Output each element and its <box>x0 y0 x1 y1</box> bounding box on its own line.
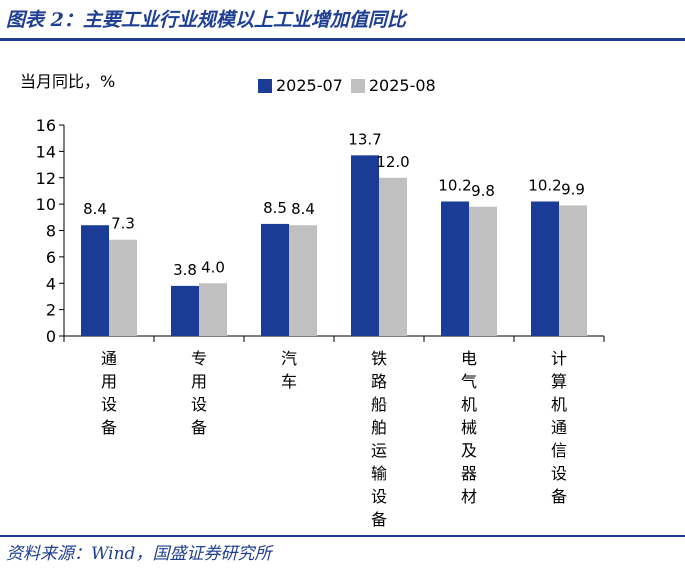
bar-series-1 <box>531 201 559 336</box>
y-tick-label: 12 <box>36 169 56 188</box>
y-tick-label: 14 <box>36 142 56 161</box>
y-tick-label: 10 <box>36 195 56 214</box>
title-divider <box>0 38 685 41</box>
x-category-label: 计算机通信设备 <box>551 349 567 506</box>
source-divider <box>0 535 685 537</box>
chart-legend: 2025-07 2025-08 <box>258 76 444 95</box>
legend-swatch-series-2 <box>350 78 365 93</box>
x-category-label: 电气机械及器材 <box>461 349 477 506</box>
y-axis-unit-label: 当月同比，% <box>20 72 116 91</box>
legend-swatch-series-1 <box>258 78 272 93</box>
bar-series-2 <box>199 283 227 336</box>
y-tick-label: 8 <box>46 222 56 241</box>
data-label-series-1: 3.8 <box>173 261 197 279</box>
bar-series-2 <box>109 239 137 336</box>
y-tick-label: 2 <box>46 301 56 320</box>
bar-series-1 <box>351 155 379 336</box>
y-tick-label: 16 <box>36 116 56 135</box>
x-category-label: 专用设备 <box>191 349 207 437</box>
data-label-series-2: 4.0 <box>201 258 225 276</box>
data-label-series-2: 12.0 <box>376 153 409 171</box>
data-label-series-1: 13.7 <box>348 130 381 148</box>
y-tick-label: 0 <box>46 327 56 346</box>
bar-series-1 <box>261 223 289 336</box>
legend-item-series-2: 2025-08 <box>350 76 436 95</box>
data-label-series-2: 9.8 <box>471 182 495 200</box>
bar-series-2 <box>469 206 497 336</box>
y-tick-label: 6 <box>46 248 56 267</box>
data-label-series-1: 8.5 <box>263 199 287 217</box>
bar-series-2 <box>289 225 317 336</box>
bar-series-1 <box>441 201 469 336</box>
bar-series-1 <box>171 285 199 336</box>
legend-item-series-1: 2025-07 <box>258 76 343 95</box>
y-tick-label: 4 <box>46 274 56 293</box>
data-label-series-1: 10.2 <box>528 176 561 194</box>
bar-series-2 <box>559 205 587 336</box>
figure-title: 图表 2：主要工业行业规模以上工业增加值同比 <box>6 9 406 31</box>
source-note: 资料来源：Wind，国盛证券研究所 <box>6 544 272 564</box>
x-category-label: 汽车 <box>281 349 297 391</box>
legend-label-series-1: 2025-07 <box>276 76 343 95</box>
legend-label-series-2: 2025-08 <box>368 76 436 95</box>
data-label-series-1: 8.4 <box>83 200 107 218</box>
data-label-series-2: 8.4 <box>291 200 315 218</box>
x-category-label: 铁路船舶运输设备 <box>371 349 387 529</box>
bar-series-2 <box>379 177 407 336</box>
data-label-series-2: 9.9 <box>561 180 585 198</box>
data-label-series-2: 7.3 <box>111 215 135 233</box>
bar-chart: 0 2 4 6 8 10 12 14 16 8.4 3.8 8.5 13.7 10.2 10.2 7.3 4.0… <box>36 116 605 529</box>
data-label-series-1: 10.2 <box>438 176 471 194</box>
x-category-label: 通用设备 <box>101 349 117 437</box>
bar-series-1 <box>81 225 109 336</box>
